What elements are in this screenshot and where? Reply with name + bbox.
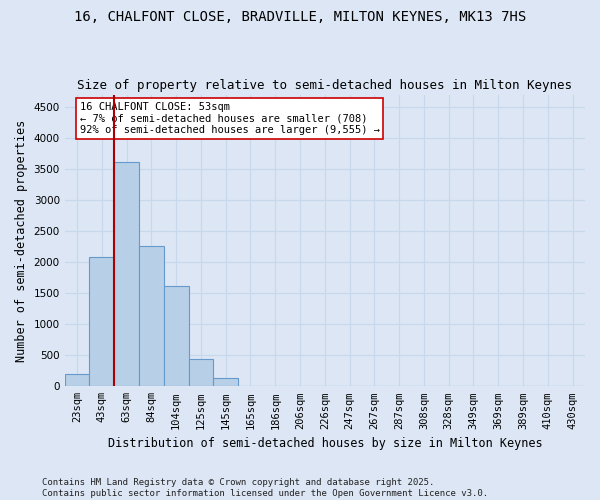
Bar: [214, 378, 238, 386]
Text: Contains HM Land Registry data © Crown copyright and database right 2025.
Contai: Contains HM Land Registry data © Crown c…: [42, 478, 488, 498]
Bar: [188, 359, 214, 386]
Y-axis label: Number of semi-detached properties: Number of semi-detached properties: [15, 120, 28, 362]
Text: 16, CHALFONT CLOSE, BRADVILLE, MILTON KEYNES, MK13 7HS: 16, CHALFONT CLOSE, BRADVILLE, MILTON KE…: [74, 10, 526, 24]
Bar: [114, 162, 139, 386]
Bar: [164, 286, 188, 386]
Bar: [65, 374, 89, 386]
Bar: [89, 256, 114, 386]
Text: 16 CHALFONT CLOSE: 53sqm
← 7% of semi-detached houses are smaller (708)
92% of s: 16 CHALFONT CLOSE: 53sqm ← 7% of semi-de…: [80, 102, 380, 135]
X-axis label: Distribution of semi-detached houses by size in Milton Keynes: Distribution of semi-detached houses by …: [107, 437, 542, 450]
Title: Size of property relative to semi-detached houses in Milton Keynes: Size of property relative to semi-detach…: [77, 79, 572, 92]
Bar: [139, 246, 164, 386]
